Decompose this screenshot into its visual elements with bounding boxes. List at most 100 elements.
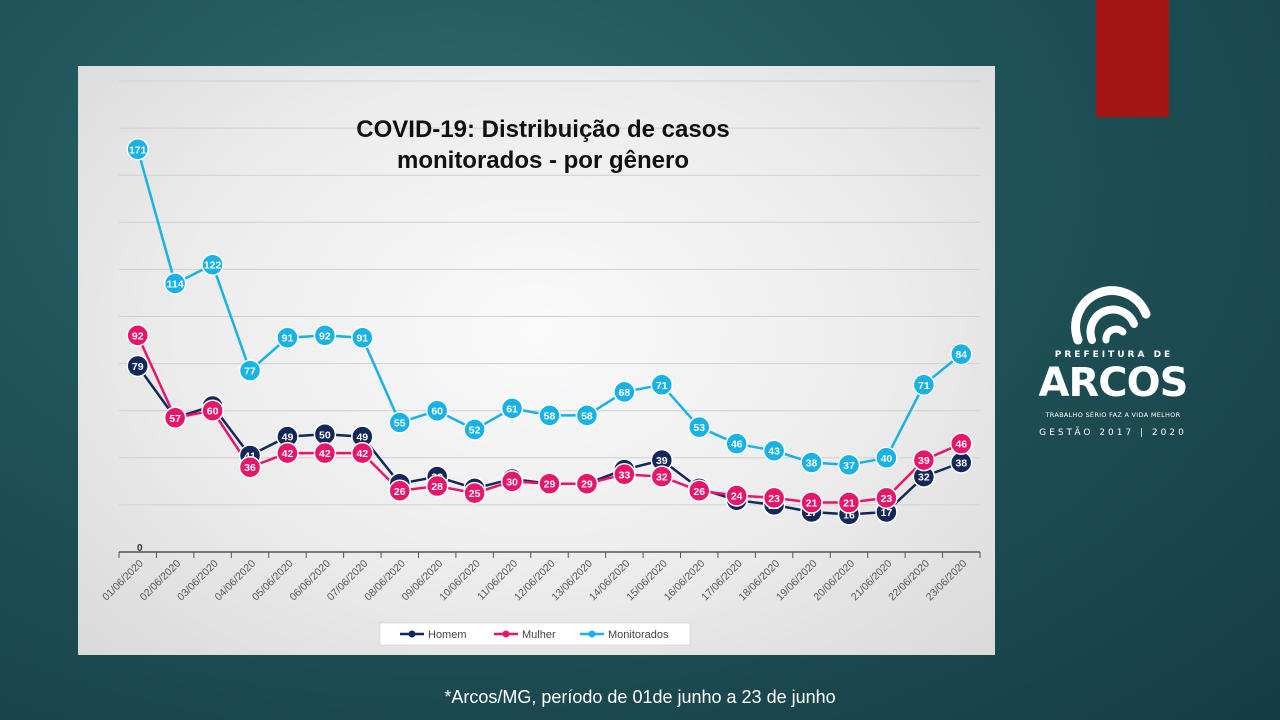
legend-label-monitorados: Monitorados	[608, 629, 669, 641]
data-label-mulher: 24	[731, 490, 743, 502]
data-point-monitorados	[950, 342, 973, 366]
data-label-mulher: 21	[806, 498, 818, 510]
data-point-mulher	[613, 463, 636, 486]
data-label-homem: 79	[132, 361, 144, 373]
data-point-monitorados	[613, 380, 636, 404]
data-point-mulher	[950, 432, 973, 455]
data-label-mulher: 60	[207, 406, 219, 418]
data-label-monitorados: 92	[319, 330, 331, 342]
data-point-monitorados	[126, 138, 149, 161]
data-point-mulher	[500, 470, 524, 493]
data-label-monitorados: 53	[693, 422, 705, 434]
footnote-text: *Arcos/MG, período de 01de junho a 23 de…	[444, 687, 836, 707]
data-label-mulher: 36	[244, 462, 256, 474]
prefeitura-arcos-logo: PREFEITURA DE ARCOS TRABALHO SÉRIO FAZ A…	[1030, 278, 1200, 448]
data-point-mulher	[837, 491, 861, 514]
data-point-monitorados	[725, 432, 748, 455]
logo-prefeitura-text: PREFEITURA DE	[1054, 350, 1174, 360]
legend-label-mulher: Mulher	[522, 629, 556, 641]
legend-marker-homem	[408, 630, 416, 638]
data-point-monitorados	[500, 397, 524, 420]
data-point-monitorados	[463, 418, 486, 441]
data-label-monitorados: 68	[619, 387, 631, 399]
data-label-homem: 38	[955, 458, 967, 470]
data-point-monitorados	[388, 411, 412, 434]
data-point-monitorados	[276, 326, 299, 349]
data-label-mulher: 26	[394, 486, 406, 498]
data-label-monitorados: 77	[244, 366, 256, 378]
data-point-monitorados	[762, 439, 786, 462]
data-point-monitorados	[800, 451, 823, 474]
line-chart: 001/06/202002/06/202003/06/202004/06/202…	[100, 80, 981, 646]
data-point-mulher	[388, 479, 412, 503]
data-point-mulher	[126, 324, 149, 347]
data-point-monitorados	[538, 404, 561, 427]
data-point-monitorados	[837, 453, 861, 477]
red-accent-tab	[1096, 0, 1169, 117]
data-label-mulher: 42	[356, 448, 368, 460]
data-label-monitorados: 40	[881, 453, 893, 465]
data-label-mulher: 25	[469, 488, 481, 500]
data-label-monitorados: 38	[806, 458, 818, 470]
data-point-mulher	[800, 491, 823, 514]
data-label-mulher: 28	[431, 481, 443, 493]
data-point-monitorados	[163, 272, 187, 295]
data-label-mulher: 21	[843, 498, 855, 510]
data-label-monitorados: 43	[768, 446, 780, 458]
data-point-monitorados	[313, 324, 337, 347]
data-label-mulher: 39	[918, 455, 930, 467]
data-label-mulher: 42	[282, 448, 294, 460]
data-label-monitorados: 55	[394, 417, 406, 429]
data-label-monitorados: 58	[581, 410, 593, 422]
data-label-mulher: 92	[132, 330, 144, 342]
data-label-monitorados: 60	[431, 406, 443, 418]
data-point-monitorados	[650, 373, 674, 397]
data-point-mulher	[276, 441, 299, 465]
data-label-monitorados: 71	[918, 380, 930, 392]
data-label-mulher: 23	[881, 493, 893, 505]
logo-slogan-text: TRABALHO SÉRIO FAZ A VIDA MELHOR	[1045, 411, 1181, 419]
data-label-homem: 17	[881, 507, 893, 519]
data-point-mulher	[163, 406, 187, 430]
data-label-monitorados: 91	[356, 333, 368, 345]
data-label-monitorados: 171	[129, 144, 147, 156]
data-point-monitorados	[687, 415, 711, 439]
data-label-mulher: 29	[581, 479, 593, 491]
data-point-mulher	[912, 448, 936, 472]
chart-panel: 0 01/06/2020 02/06/2020 03/06/2020 04/06/202…	[78, 66, 995, 655]
data-point-mulher	[463, 481, 486, 505]
legend-marker-monitorados	[588, 630, 596, 638]
data-point-monitorados	[351, 326, 374, 349]
legend-marker-mulher	[502, 630, 510, 638]
data-point-mulher	[762, 486, 786, 510]
data-point-mulher	[650, 465, 674, 488]
data-label-monitorados: 58	[544, 410, 556, 422]
data-label-homem: 16	[843, 509, 855, 521]
data-label-monitorados: 114	[167, 279, 184, 291]
data-label-monitorados: 91	[282, 333, 294, 345]
data-point-mulher	[875, 486, 898, 510]
data-point-mulher	[725, 484, 748, 507]
data-point-homem	[126, 354, 149, 378]
data-point-mulher	[687, 479, 711, 503]
data-label-homem: 32	[918, 472, 930, 484]
data-label-mulher: 32	[656, 472, 668, 484]
data-point-monitorados	[201, 253, 224, 276]
logo-brand-text: ARCOS	[1038, 360, 1189, 406]
legend-label-homem: Homem	[428, 629, 467, 641]
data-point-monitorados	[912, 373, 936, 397]
data-label-monitorados: 71	[656, 380, 668, 392]
data-point-monitorados	[875, 446, 898, 470]
data-point-mulher	[238, 455, 262, 479]
y-zero-label: 0	[137, 543, 143, 554]
data-label-mulher: 57	[169, 413, 181, 425]
data-point-monitorados	[575, 404, 599, 427]
data-point-mulher	[313, 441, 337, 465]
data-label-mulher: 29	[544, 479, 556, 491]
data-label-homem: 39	[656, 455, 668, 467]
data-point-monitorados	[238, 359, 262, 382]
data-label-monitorados: 52	[469, 425, 481, 437]
data-point-mulher	[201, 399, 224, 422]
data-label-mulher: 46	[955, 439, 967, 451]
wifi-arcs-icon	[1071, 286, 1151, 345]
